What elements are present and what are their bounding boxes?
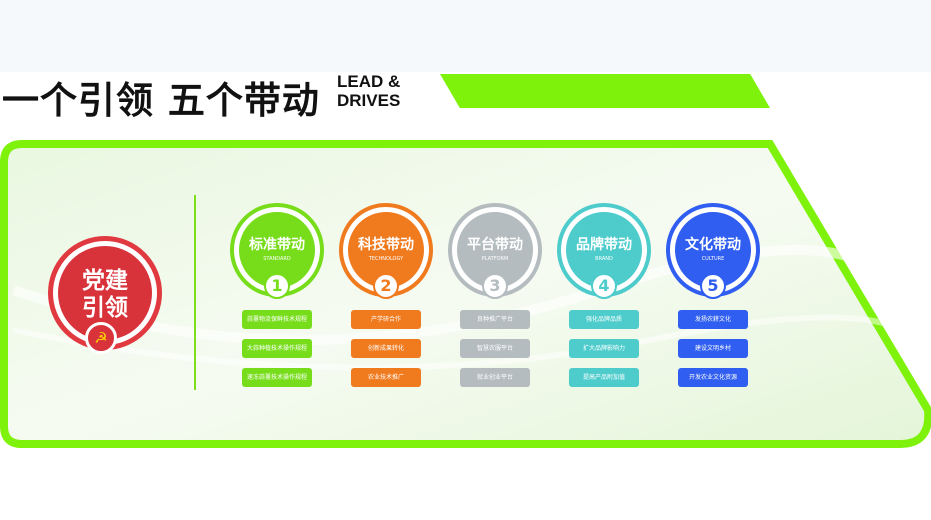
drive-subtitle: TECHNOLOGY [368,256,404,262]
drive-item: 就业创业平台 [460,368,530,387]
drive-column: 文化带动 CULTURE 5 发扬农耕文化 建设文明乡村 开发农业文化资源 [666,203,760,387]
drive-item: 良种推广平台 [460,310,530,329]
divider [194,195,196,390]
drive-item: 提高产品附加值 [569,368,639,387]
drive-title: 文化带动 [685,237,741,253]
drive-subtitle: BRAND [595,256,613,262]
title-en-line1: LEAD & [337,72,401,91]
drive-column: 标准带动 STANDARD 1 蒜薹物流保鲜技术规程 大蒜种植技术操作规程 速冻蒜薹技术操… [230,203,324,387]
drive-item: 扩大品牌影响力 [569,339,639,358]
drive-number: 1 [264,273,290,299]
drive-number: 2 [373,273,399,299]
title-en-line2: DRIVES [337,91,401,110]
drive-item: 农业技术推广 [351,368,421,387]
drive-number: 3 [482,273,508,299]
drive-column: 科技带动 TECHNOLOGY 2 产学研合作创新成果转化 农业技术推广 [339,203,433,387]
drive-item: 强化品牌品质 [569,310,639,329]
top-band [0,0,931,72]
lead-line2: 引领 [82,295,128,321]
drive-column: 平台带动 PLATFORM 3 良种推广平台 智慧农服平台 就业创业平台 [448,203,542,387]
drive-item: 建设文明乡村 [678,339,748,358]
drive-item: 创新成果转化 [351,339,421,358]
drive-number: 4 [591,273,617,299]
lead-badge: 党建 引领 [48,236,162,350]
drive-title: 标准带动 [249,237,305,253]
drive-number: 5 [700,273,726,299]
drive-item: 产学研合作 [351,310,421,329]
drive-item: 发扬农耕文化 [678,310,748,329]
drive-title: 品牌带动 [576,237,632,253]
drive-item: 智慧农服平台 [460,339,530,358]
decorative-stripe [440,74,770,108]
drive-circle: 文化带动 CULTURE [666,203,760,297]
drive-subtitle: PLATFORM [481,256,509,262]
drive-item: 大蒜种植技术操作规程 [242,339,312,358]
drive-title: 平台带动 [467,237,523,253]
party-emblem-icon: ☭ [85,322,117,354]
drive-title: 科技带动 [358,237,414,253]
drive-subtitle: CULTURE [701,256,725,262]
drive-subtitle: STANDARD [263,256,291,262]
drive-circle: 平台带动 PLATFORM [448,203,542,297]
lead-line1: 党建 [82,268,128,294]
page-title-en: LEAD & DRIVES [337,72,400,110]
drive-item: 开发农业文化资源 [678,368,748,387]
page-title: 一个引领 五个带动 [2,79,320,122]
drive-item: 蒜薹物流保鲜技术规程 [242,310,312,329]
drive-column: 品牌带动 BRAND 4 强化品牌品质 扩大品牌影响力 提高产品附加值 [557,203,651,387]
drive-item: 速冻蒜薹技术操作规程 [242,368,312,387]
